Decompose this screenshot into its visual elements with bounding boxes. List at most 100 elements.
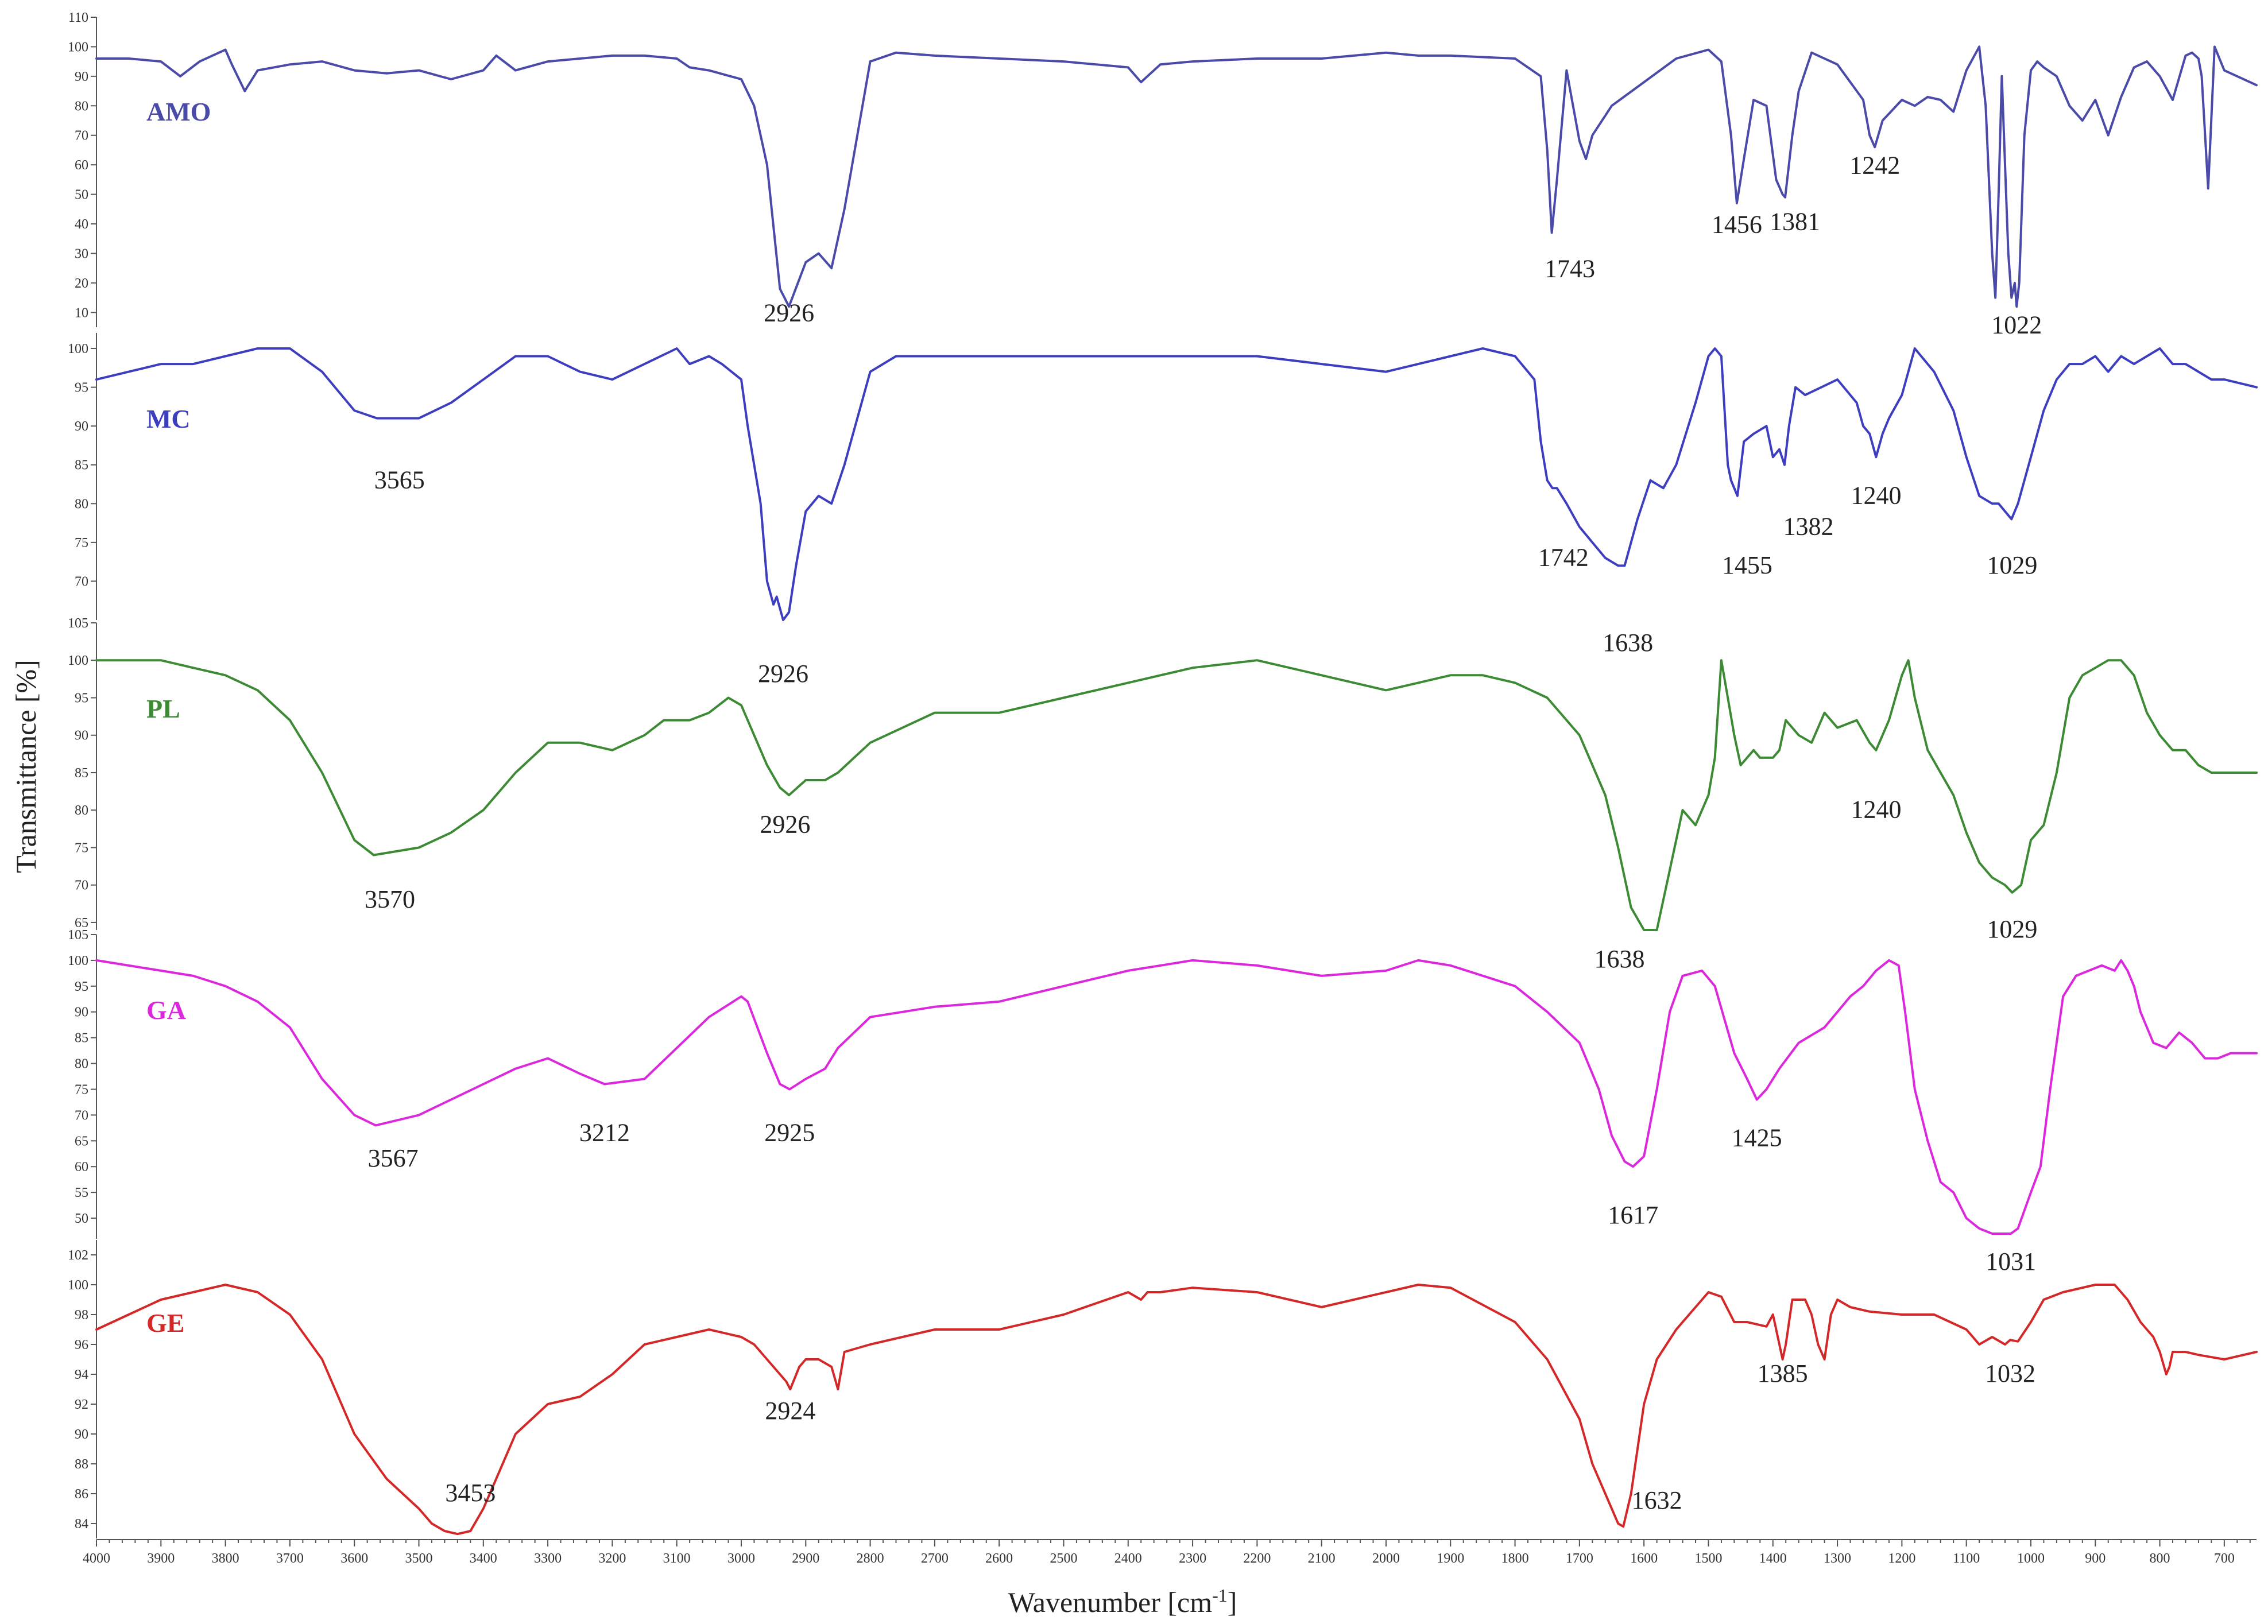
y-tick-label: 80 <box>75 803 88 818</box>
x-tick-label: 1600 <box>1630 1551 1658 1566</box>
x-tick-label: 3800 <box>212 1551 239 1566</box>
x-tick-label: 1300 <box>1824 1551 1851 1566</box>
y-tick-label: 95 <box>75 979 88 994</box>
peak-label: 1743 <box>1545 255 1595 283</box>
x-tick-label: 3900 <box>147 1551 175 1566</box>
series-line-amo <box>95 45 2258 308</box>
y-tick-label: 100 <box>68 653 88 668</box>
x-axis: 4000 3900 3800 3700 3600 3500 3400 3300 3200 3100… <box>83 1539 2257 1566</box>
peak-label: 1638 <box>1594 945 1644 973</box>
y-tick-label: 60 <box>75 158 88 173</box>
y-tick-label: 90 <box>75 69 88 84</box>
y-tick-label: 98 <box>75 1308 88 1323</box>
x-tick-label: 1500 <box>1694 1551 1722 1566</box>
x-axis-title-end: ] <box>1228 1586 1237 1618</box>
peak-label: 1425 <box>1732 1123 1782 1152</box>
y-tick-label: 70 <box>75 574 88 589</box>
series-line-mc <box>95 347 2258 621</box>
x-tick-label: 1100 <box>1953 1551 1980 1566</box>
y-tick-label: 84 <box>75 1517 88 1532</box>
x-tick-label: 2800 <box>857 1551 884 1566</box>
x-tick-label: 3400 <box>470 1551 497 1566</box>
peak-label: 1031 <box>1986 1247 2036 1276</box>
y-tick-label: 90 <box>75 419 88 434</box>
peak-label: 1022 <box>1991 311 2042 339</box>
y-tick-label: 105 <box>68 616 88 631</box>
x-tick-label: 3000 <box>727 1551 755 1566</box>
series-line-ga <box>95 959 2258 1235</box>
x-tick-label: 1400 <box>1759 1551 1787 1566</box>
series-line-pl <box>95 659 2258 931</box>
x-tick-label: 2200 <box>1243 1551 1271 1566</box>
x-tick-label: 1900 <box>1437 1551 1464 1566</box>
panel-amo: 10 20 30 40 50 60 70 80 90 100 110 AMO 2926 1743 1456 1… <box>68 10 2258 339</box>
x-tick-label: 3500 <box>405 1551 432 1566</box>
y-tick-label: 92 <box>75 1397 88 1412</box>
y-tick-label: 100 <box>68 1278 88 1293</box>
y-tick-label: 65 <box>75 1134 88 1149</box>
y-tick-label: 100 <box>68 342 88 356</box>
y-tick-label: 100 <box>68 40 88 55</box>
x-axis-title-sup: -1 <box>1212 1585 1228 1606</box>
y-tick-label: 85 <box>75 1031 88 1046</box>
y-tick-label: 65 <box>75 916 88 931</box>
peak-label: 1455 <box>1722 551 1772 579</box>
peak-label: 2926 <box>764 299 814 327</box>
peak-label: 1382 <box>1783 512 1834 540</box>
x-tick-label: 3100 <box>663 1551 691 1566</box>
peak-label: 1742 <box>1538 543 1589 571</box>
x-tick-label: 2600 <box>985 1551 1013 1566</box>
x-tick-label: 1200 <box>1888 1551 1915 1566</box>
peak-label: 3570 <box>365 885 415 913</box>
series-name-amo: AMO <box>146 97 211 126</box>
y-tick-label: 50 <box>75 188 88 203</box>
x-tick-label: 2100 <box>1308 1551 1336 1566</box>
x-tick-label: 1700 <box>1566 1551 1593 1566</box>
peak-label: 1456 <box>1712 210 1762 238</box>
y-tick-label: 10 <box>75 305 88 320</box>
y-tick-label: 75 <box>75 840 88 855</box>
y-tick-label: 70 <box>75 878 88 893</box>
x-tick-label: 3200 <box>598 1551 626 1566</box>
peak-label: 1032 <box>1985 1359 2035 1387</box>
y-tick-label: 75 <box>75 1082 88 1097</box>
y-tick-label: 80 <box>75 99 88 114</box>
panel-pl: 65 70 75 80 85 90 95 100 105 PL 3570 2926 1638 1240 10… <box>68 616 2258 973</box>
y-tick-label: 110 <box>68 10 88 25</box>
y-tick-label: 80 <box>75 1057 88 1072</box>
peak-label: 2924 <box>765 1397 815 1425</box>
peak-label: 2926 <box>758 660 808 688</box>
peak-label: 1240 <box>1851 795 1901 823</box>
peak-label: 3565 <box>374 466 425 494</box>
y-tick-label: 60 <box>75 1160 88 1175</box>
peak-label: 1242 <box>1849 152 1900 180</box>
x-tick-label: 1000 <box>2017 1551 2045 1566</box>
x-tick-label: 2500 <box>1050 1551 1077 1566</box>
y-tick-label: 95 <box>75 381 88 396</box>
x-tick-label: 800 <box>2150 1551 2170 1566</box>
peak-label: 3212 <box>579 1118 630 1146</box>
peak-label: 1632 <box>1632 1486 1682 1514</box>
y-tick-label: 75 <box>75 536 88 551</box>
x-tick-label: 3300 <box>534 1551 562 1566</box>
y-tick-label: 40 <box>75 217 88 232</box>
panel-ge: 84 86 88 90 92 94 96 98 100 102 GE 3453 2924 1632 1385… <box>68 1240 2258 1538</box>
peak-label: 3453 <box>445 1479 496 1507</box>
y-tick-label: 85 <box>75 458 88 473</box>
y-tick-label: 55 <box>75 1185 88 1200</box>
x-tick-label: 2700 <box>921 1551 949 1566</box>
x-tick-label: 3700 <box>276 1551 304 1566</box>
x-tick-label: 2400 <box>1114 1551 1142 1566</box>
y-tick-label: 90 <box>75 728 88 743</box>
y-tick-label: 102 <box>68 1248 88 1263</box>
y-tick-label: 96 <box>75 1338 88 1352</box>
y-axis-title: Transmittance [%] <box>10 660 42 873</box>
peak-label: 2925 <box>764 1118 815 1146</box>
y-tick-label: 30 <box>75 246 88 261</box>
peak-label: 1240 <box>1851 481 1901 509</box>
x-axis-title-main: Wavenumber [cm <box>1008 1586 1213 1618</box>
y-tick-label: 80 <box>75 497 88 511</box>
series-line-ge <box>95 1284 2258 1536</box>
y-tick-label: 95 <box>75 691 88 706</box>
